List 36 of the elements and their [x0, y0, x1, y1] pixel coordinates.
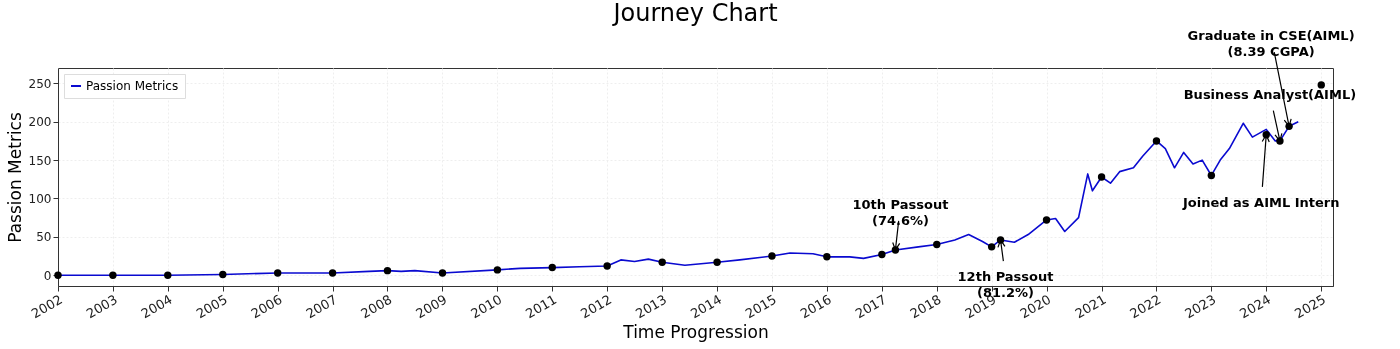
y-axis-title: Passion Metrics	[4, 112, 25, 243]
point	[1152, 137, 1161, 145]
y-tick-label: 50	[36, 230, 52, 245]
point	[54, 271, 62, 279]
point	[713, 258, 721, 266]
chart-title: Journey Chart	[611, 0, 778, 28]
point	[933, 240, 941, 249]
point	[1317, 81, 1325, 89]
legend-label: Passion Metrics	[86, 79, 179, 93]
y-tick-label: 150	[28, 153, 52, 168]
point	[493, 266, 502, 274]
point	[548, 263, 556, 272]
point	[383, 266, 392, 275]
point	[273, 269, 282, 277]
point	[1097, 173, 1106, 181]
point	[658, 258, 666, 266]
y-tick-label: 200	[28, 115, 52, 130]
annotation: 10th Passout (74.6%)	[852, 196, 949, 228]
annotation: Graduate in CSE(AIML) (8.39 CGPA)	[1187, 28, 1355, 60]
y-tick-label: 250	[28, 76, 52, 91]
point	[878, 250, 886, 259]
point	[219, 270, 227, 279]
point	[1042, 216, 1051, 224]
y-tick-label: 100	[28, 191, 52, 206]
point	[823, 253, 831, 261]
point	[438, 269, 447, 277]
point	[164, 271, 172, 279]
point	[1207, 171, 1216, 180]
point	[768, 252, 776, 260]
x-axis-title: Time Progression	[622, 322, 769, 343]
point	[987, 243, 996, 251]
point	[328, 269, 337, 277]
x-tick-label: 2011	[523, 291, 560, 322]
point	[603, 262, 611, 270]
y-tick-label: 0	[43, 268, 52, 283]
point	[109, 271, 117, 279]
